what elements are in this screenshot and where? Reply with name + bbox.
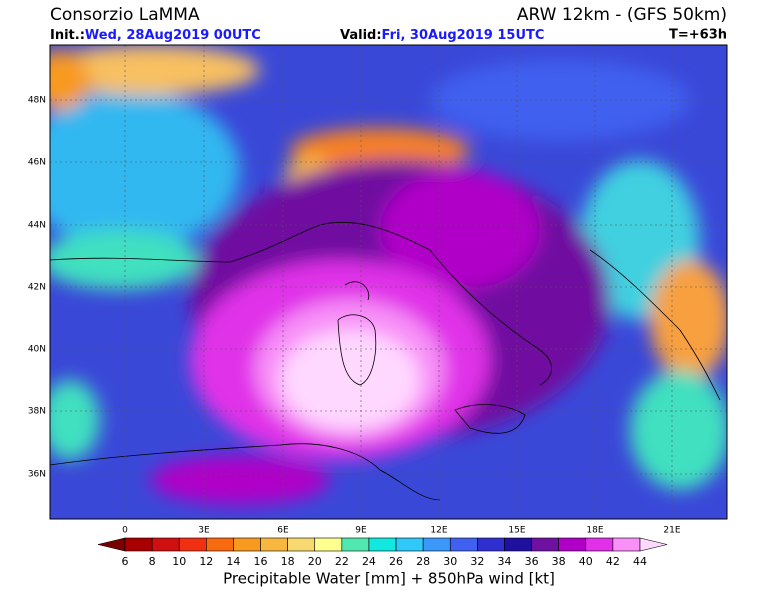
- lat-label: 44N: [28, 221, 46, 231]
- lon-label: 9E: [355, 526, 367, 536]
- colorbar-box: [206, 537, 234, 552]
- valid-label: Valid:: [340, 28, 382, 43]
- init-date: Wed, 28Aug2019 00UTC: [85, 28, 261, 43]
- lon-label: 0: [122, 526, 128, 536]
- lead-time: T=+63h: [669, 28, 727, 43]
- colorbar-box: [422, 537, 451, 552]
- map-field: [50, 45, 727, 519]
- colorbar-tick-label: 20: [308, 555, 322, 568]
- lon-label: 21E: [663, 526, 680, 536]
- colorbar-box: [449, 537, 478, 552]
- colorbar-tick-label: 16: [254, 555, 268, 568]
- colorbar-tick-label: 28: [416, 555, 430, 568]
- colorbar-box: [368, 537, 397, 552]
- colorbar-tick-label: 38: [552, 555, 566, 568]
- lon-label: 18E: [586, 526, 603, 536]
- colorbar-box: [260, 537, 288, 552]
- colorbar-tick-label: 22: [335, 555, 349, 568]
- axis-labels: 48N 46N 44N 42N 40N 38N 36N 0 3E 6E 9E 12E 15E 18E 21E: [28, 96, 681, 536]
- colorbar-box: [178, 537, 207, 552]
- colorbar-box: [504, 537, 532, 552]
- lat-label: 46N: [28, 158, 46, 168]
- colorbar-caption: Precipitable Water [mm] + 850hPa wind [k…: [223, 570, 555, 588]
- valid: Valid:Fri, 30Aug2019 15UTC: [340, 28, 544, 43]
- colorbar-box: [151, 537, 180, 552]
- colorbar-tick-label: 42: [606, 555, 620, 568]
- lon-label: 12E: [430, 526, 447, 536]
- init: Init.:Wed, 28Aug2019 00UTC: [50, 28, 261, 43]
- lon-label: 15E: [508, 526, 525, 536]
- colorbar-box: [612, 537, 641, 552]
- valid-date: Fri, 30Aug2019 15UTC: [382, 28, 545, 43]
- colorbar-tick-label: 32: [470, 555, 484, 568]
- colorbar-tick-label: 14: [226, 555, 240, 568]
- colorbar: 6 8 10 12 14 16 18 20 22 24 26 28 30 32 34 36 38 40 42 44: [97, 537, 668, 568]
- lon-label: 3E: [198, 526, 210, 536]
- lat-label: 40N: [28, 345, 46, 355]
- colorbar-box: [287, 537, 316, 552]
- colorbar-tick-label: 34: [497, 555, 511, 568]
- init-label: Init.:: [50, 28, 85, 43]
- colorbar-box: [477, 537, 505, 552]
- lat-label: 38N: [28, 407, 46, 417]
- colorbar-tick-label: 18: [281, 555, 295, 568]
- lat-label: 48N: [28, 96, 46, 106]
- colorbar-tick-label: 44: [633, 555, 647, 568]
- map-frame: [49, 44, 728, 520]
- colorbar-tick-label: 36: [525, 555, 539, 568]
- colorbar-box: [314, 537, 343, 552]
- colorbar-box: [233, 537, 261, 552]
- colorbar-box: [531, 537, 559, 552]
- colorbar-box: [341, 537, 370, 552]
- lon-label: 6E: [277, 526, 289, 536]
- colorbar-box: [395, 537, 424, 552]
- colorbar-arrow: [639, 537, 668, 552]
- colorbar-tick-label: 30: [443, 555, 457, 568]
- colorbar-tick-label: 12: [199, 555, 213, 568]
- colorbar-tick-label: 26: [389, 555, 403, 568]
- colorbar-tick-label: 10: [172, 555, 186, 568]
- model: ARW 12km - (GFS 50km): [517, 5, 727, 25]
- lat-label: 42N: [28, 283, 46, 293]
- colorbar-box: [585, 537, 614, 552]
- colorbar-tick-label: 8: [149, 555, 156, 568]
- title: Consorzio LaMMA: [50, 5, 200, 25]
- colorbar-tick-label: 24: [362, 555, 376, 568]
- colorbar-tick-label: 6: [122, 555, 129, 568]
- colorbar-box: [124, 537, 153, 552]
- lat-label: 36N: [28, 470, 46, 480]
- colorbar-tick-label: 40: [579, 555, 593, 568]
- colorbar-box: [558, 537, 587, 552]
- colorbar-arrow: [97, 537, 126, 552]
